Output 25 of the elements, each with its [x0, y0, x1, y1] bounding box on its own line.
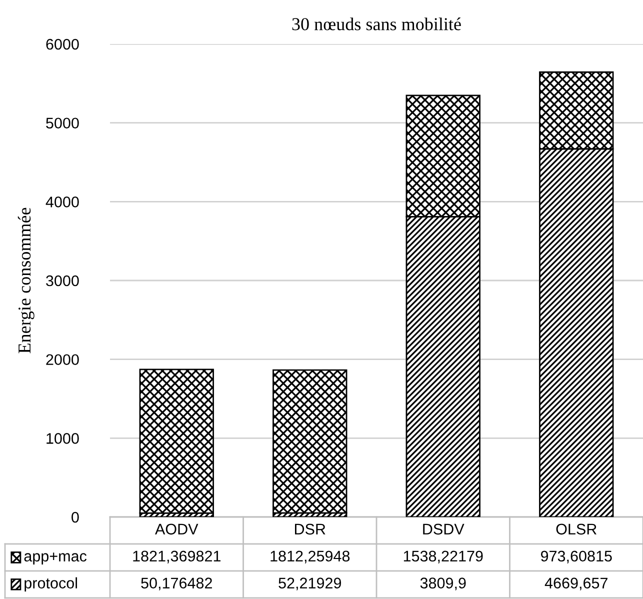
y-tick-label: 6000 — [46, 38, 79, 50]
y-tick-label: 0 — [72, 512, 79, 523]
data-label: 1821,369821 — [133, 550, 220, 564]
y-tick-label: 1000 — [46, 433, 79, 444]
data-label: 1538,22179 — [404, 550, 483, 564]
y-tick-label: 5000 — [46, 118, 79, 129]
bar — [139, 368, 214, 514]
y-tick-label: 2000 — [46, 354, 79, 366]
data-label: 3809,9 — [420, 578, 466, 590]
x-tick-label: DSDV — [423, 524, 464, 535]
data-label: 52,21929 — [278, 578, 342, 590]
y-axis-title: Energie consommée — [18, 208, 34, 354]
x-tick-label: DSR — [295, 524, 326, 535]
x-tick-label: OLSR — [556, 524, 596, 535]
x-tick-label: AODV — [155, 524, 198, 535]
y-tick-label: 4000 — [46, 196, 79, 208]
legend-label: protocol — [24, 577, 77, 592]
data-label: 4669,657 — [544, 578, 608, 590]
bar — [272, 369, 348, 514]
y-tick-label: 3000 — [46, 275, 79, 286]
data-label: 50,176482 — [141, 578, 212, 590]
data-label: 1812,25948 — [270, 550, 350, 564]
legend-label: app+mac — [24, 552, 87, 565]
data-label: 973,60815 — [540, 550, 612, 564]
chart-title: 30 nœuds sans mobilité — [292, 18, 461, 30]
